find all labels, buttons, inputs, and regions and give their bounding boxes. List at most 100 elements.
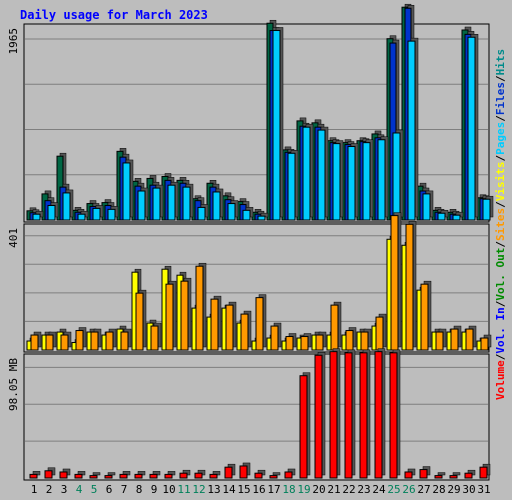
- bar-volume-day-23: [359, 352, 368, 479]
- panel-frame: [23, 353, 490, 481]
- bar-volume-day-22: [344, 352, 353, 479]
- legend-entry: /: [494, 115, 507, 122]
- bar-sites-day-3: [60, 334, 69, 351]
- x-tick-label: 13: [207, 483, 220, 496]
- x-tick-label: 15: [237, 483, 250, 496]
- bar-volume-day-28: [434, 475, 443, 479]
- legend-entry: Vol. In: [494, 307, 507, 353]
- legend-entry: /: [494, 201, 507, 208]
- legend-entry: Volume: [494, 360, 507, 400]
- bar-volume-day-13: [209, 473, 218, 479]
- x-tick-label: 8: [136, 483, 143, 496]
- x-tick-label: 31: [477, 483, 490, 496]
- bar-sites-day-22: [345, 330, 354, 351]
- bar-pages-day-25: [392, 132, 401, 221]
- bar-pages-day-9: [152, 187, 161, 221]
- bar-volume-day-15: [239, 465, 248, 479]
- bar-sites-day-1: [30, 334, 39, 351]
- bar-pages-day-24: [377, 139, 386, 221]
- bar-volume-day-9: [149, 473, 158, 479]
- legend-entry: Vol. Out: [494, 248, 507, 301]
- legend-entry: /: [494, 300, 507, 307]
- bar-sites-day-7: [120, 331, 129, 351]
- bar-volume-day-2: [44, 470, 53, 479]
- bar-pages-day-2: [47, 204, 56, 221]
- bar-sites-day-29: [450, 328, 459, 351]
- legend-entry: /: [494, 75, 507, 82]
- bar-volume-day-10: [164, 473, 173, 479]
- y-axis-label: 98.05 MB: [7, 358, 20, 411]
- bar-volume-day-3: [59, 471, 68, 479]
- bar-pages-day-5: [92, 207, 101, 221]
- panel-volume: 98.05 MB: [7, 348, 491, 481]
- bar-pages-day-23: [362, 142, 371, 221]
- chart-panels: 1965 401 98.05 MB: [7, 3, 494, 481]
- bar-pages-day-7: [122, 162, 131, 221]
- legend-entry: /: [494, 241, 507, 248]
- panel-requests: 1965: [7, 3, 494, 223]
- bar-shadow: [272, 472, 281, 476]
- bar-sites-day-9: [150, 325, 159, 351]
- bar-volume-day-18: [284, 471, 293, 479]
- bar-volume-day-1: [29, 473, 38, 479]
- x-tick-label: 24: [372, 483, 386, 496]
- x-tick-label: 30: [462, 483, 475, 496]
- bar-sites-day-26: [405, 223, 414, 351]
- x-tick-label: 7: [121, 483, 128, 496]
- bar-volume-day-11: [179, 472, 188, 479]
- bar-sites-day-25: [390, 215, 399, 351]
- bar-sites-day-21: [330, 304, 339, 351]
- x-tick-label: 18: [282, 483, 295, 496]
- bar-sites-day-19: [300, 336, 309, 351]
- bar-pages-day-18: [287, 152, 296, 221]
- bar-volume-day-17: [269, 475, 278, 479]
- x-tick-label: 3: [61, 483, 68, 496]
- x-tick-label: 28: [432, 483, 445, 496]
- bar-pages-day-8: [137, 190, 146, 221]
- x-tick-label: 4: [76, 483, 83, 496]
- bar-sites-day-8: [135, 292, 144, 351]
- x-tick-label: 6: [106, 483, 113, 496]
- bar-pages-day-22: [347, 146, 356, 221]
- x-tick-label: 26: [402, 483, 415, 496]
- bar-sites-day-11: [180, 280, 189, 351]
- bar-sites-day-15: [240, 313, 249, 351]
- bar-pages-day-21: [332, 143, 341, 221]
- bar-shadow: [92, 472, 101, 476]
- y-axis-label: 1965: [7, 28, 20, 55]
- x-tick-label: 2: [46, 483, 53, 496]
- x-tick-label: 27: [417, 483, 430, 496]
- bar-volume-day-16: [254, 472, 263, 479]
- bar-volume-day-29: [449, 475, 458, 479]
- bar-volume-day-31: [479, 466, 488, 479]
- x-tick-label: 25: [387, 483, 400, 496]
- bar-pages-day-27: [422, 193, 431, 221]
- x-tick-label: 14: [222, 483, 236, 496]
- bar-volume-day-5: [89, 475, 98, 479]
- bar-pages-day-20: [317, 129, 326, 221]
- bar-volume-day-7: [119, 473, 128, 479]
- bar-sites-day-17: [270, 325, 279, 351]
- bar-pages-day-31: [482, 198, 491, 221]
- x-tick-label: 1: [31, 483, 38, 496]
- x-tick-label: 22: [342, 483, 355, 496]
- bar-volume-day-21: [329, 351, 338, 479]
- bar-sites-day-12: [195, 265, 204, 351]
- bar-sites-day-20: [315, 334, 324, 351]
- x-tick-label: 16: [252, 483, 265, 496]
- bar-volume-day-26: [404, 471, 413, 479]
- bar-pages-day-29: [452, 214, 461, 221]
- bar-volume-day-24: [374, 351, 383, 479]
- bar-volume-day-4: [74, 473, 83, 479]
- legend-entry: Sites: [494, 208, 507, 241]
- legend-entry: /: [494, 155, 507, 162]
- bar-sites-day-14: [225, 304, 234, 351]
- bar-pages-day-14: [227, 203, 236, 221]
- bar-sites-day-2: [45, 334, 54, 351]
- bar-pages-day-10: [167, 184, 176, 221]
- x-tick-label: 21: [327, 483, 340, 496]
- bar-volume-day-27: [419, 469, 428, 479]
- bar-pages-day-13: [212, 191, 221, 221]
- legend-entry: Pages: [494, 122, 507, 155]
